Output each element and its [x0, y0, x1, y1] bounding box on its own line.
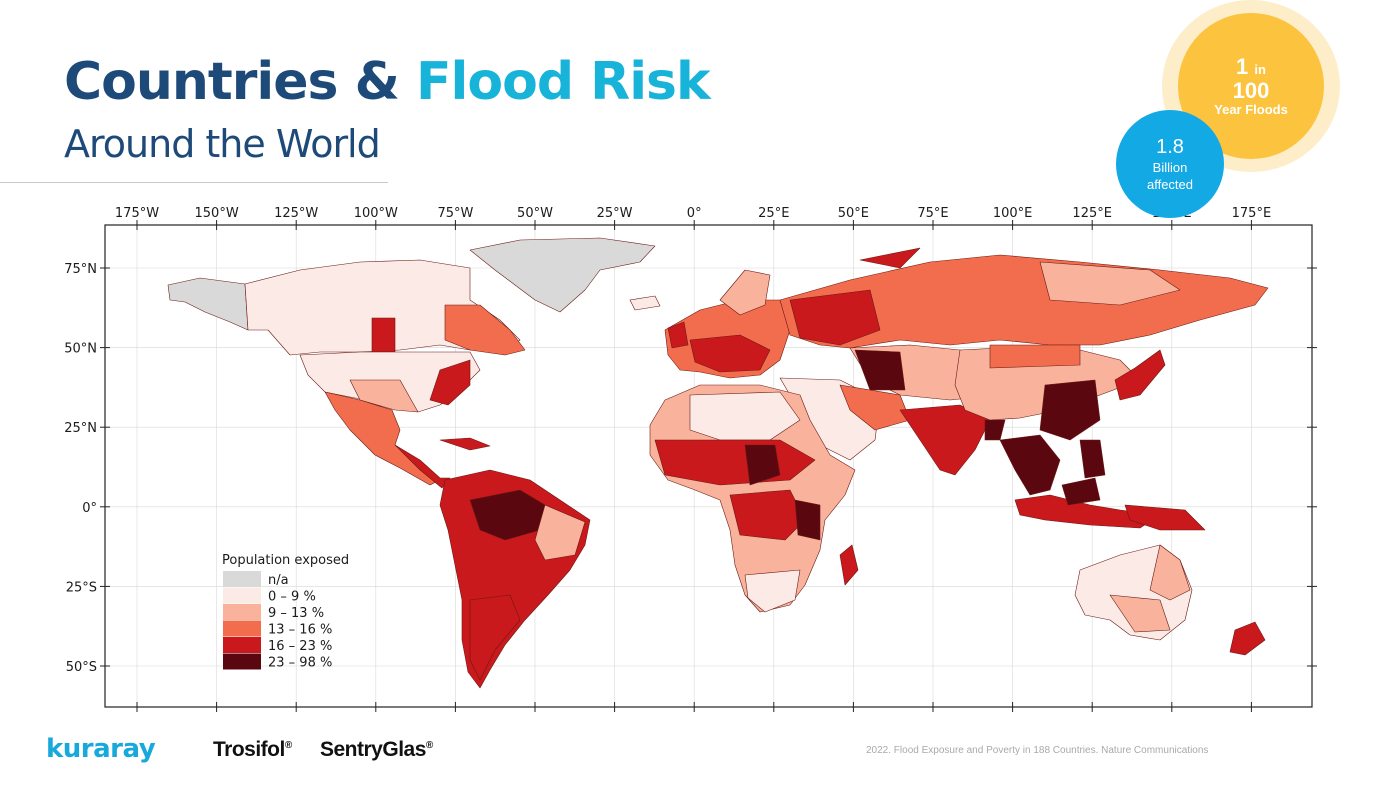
sentryglas-text: SentryGlas: [320, 738, 426, 761]
legend-label: 9 – 13 %: [268, 606, 324, 621]
floods-badge-label: Year Floods: [1214, 102, 1288, 118]
latitude-labels: 75°N 50°N 25°N 0° 25°S 50°S: [64, 262, 97, 675]
trosifol-logo: Trosifol®: [213, 738, 292, 762]
floods-badge-value: 1: [1236, 53, 1249, 79]
affected-badge-line1: Billion: [1152, 160, 1188, 176]
kuraray-logo: kuraray: [46, 734, 156, 764]
legend-label: 0 – 9 %: [268, 590, 316, 605]
lon-tick-label: 25°W: [597, 206, 633, 221]
sentryglas-reg: ®: [425, 740, 433, 751]
lon-tick-label: 175°W: [115, 206, 159, 221]
legend-label: 16 – 23 %: [268, 639, 332, 654]
mongolia: [989, 344, 1081, 369]
scandinavia: [719, 269, 771, 316]
legend-swatch: [223, 637, 261, 653]
lon-tick-label: 125°E: [1072, 206, 1112, 221]
affected-badge-value: 1.8: [1156, 136, 1184, 159]
europe-central: [689, 334, 771, 373]
legend-label: 23 – 98 %: [268, 656, 332, 671]
lon-tick-label: 50°E: [838, 206, 869, 221]
lon-tick-label: 100°W: [354, 206, 398, 221]
new-guinea: [1124, 504, 1206, 531]
sentryglas-logo: SentryGlas®: [320, 738, 433, 762]
lon-tick-label: 175°E: [1232, 206, 1272, 221]
legend-label: 13 – 16 %: [268, 623, 332, 638]
new-zealand: [1229, 621, 1266, 656]
alaska-region: [167, 277, 249, 331]
title-countries: Countries &: [64, 52, 400, 112]
brazil-east: [534, 504, 586, 561]
arctic-islands: [859, 247, 921, 269]
caribbean: [439, 437, 491, 451]
trosifol-text: Trosifol: [213, 738, 285, 761]
lon-tick-label: 75°E: [917, 206, 948, 221]
legend-swatch: [223, 587, 261, 604]
china-east: [1039, 379, 1101, 441]
canada-central: [371, 317, 396, 353]
iceland: [629, 295, 661, 311]
australia-east: [1149, 544, 1191, 601]
lat-tick-label: 75°N: [64, 262, 97, 277]
floods-badge-value2: 100: [1232, 77, 1270, 103]
lat-tick-label: 25°S: [66, 580, 97, 595]
southeast-asia: [999, 434, 1061, 496]
page-subtitle: Around the World: [64, 122, 381, 166]
lon-tick-label: 150°W: [195, 206, 239, 221]
central-africa: [729, 489, 806, 541]
legend-swatch: [223, 653, 261, 670]
floods-badge-in: in: [1254, 61, 1266, 77]
greenland-region: [469, 237, 656, 313]
map-legend: Population exposed n/a 0 – 9 %9 – 13 % 13 …: [222, 553, 349, 671]
siberia-north: [1039, 261, 1181, 306]
usa-south: [349, 379, 419, 413]
page-title: Countries & Flood Risk: [64, 52, 711, 112]
southern-cone: [469, 594, 521, 681]
madagascar: [839, 544, 859, 586]
lon-tick-label: 125°W: [274, 206, 318, 221]
east-africa: [794, 499, 821, 541]
source-citation: 2022. Flood Exposure and Poverty in 188 …: [866, 745, 1209, 756]
canada-east: [444, 304, 526, 356]
legend-swatch: [223, 620, 261, 637]
title-divider: [0, 182, 388, 183]
land-masses: [167, 237, 1269, 689]
title-flood-risk: Flood Risk: [416, 52, 711, 112]
philippines: [1079, 439, 1106, 479]
floods-badge-line1: 1 in: [1236, 53, 1266, 79]
affected-badge-line2: affected: [1146, 176, 1194, 192]
iran-region: [839, 384, 911, 431]
central-america: [394, 444, 451, 489]
longitude-labels: 175°W 150°W 125°W 100°W 75°W 50°W 25°W 0° 25°E 50…: [115, 206, 1271, 221]
legend-swatch: [223, 571, 261, 587]
lon-tick-label: 50°W: [517, 206, 553, 221]
borneo: [1061, 477, 1101, 506]
lon-tick-label: 25°E: [758, 206, 789, 221]
lon-tick-label: 75°W: [437, 206, 473, 221]
southern-africa: [744, 569, 801, 613]
legend-swatch: [223, 604, 261, 620]
australia-southeast: [1109, 594, 1171, 633]
russia-west: [789, 289, 881, 346]
lon-tick-label: 0°: [687, 206, 702, 221]
lat-tick-label: 50°S: [66, 660, 97, 675]
korea-japan: [1114, 349, 1166, 401]
legend-label: n/a: [268, 573, 289, 588]
usa-east: [429, 359, 471, 406]
lat-tick-label: 25°N: [64, 421, 97, 436]
trosifol-reg: ®: [284, 740, 292, 751]
lat-tick-label: 50°N: [64, 342, 97, 357]
affected-badge: 1.8 Billion affected: [1116, 110, 1224, 218]
lat-tick-label: 0°: [82, 501, 97, 516]
legend-title: Population exposed: [222, 553, 349, 568]
nile-region: [744, 444, 781, 486]
uk-ireland: [667, 321, 689, 349]
caspian-region: [854, 349, 906, 391]
lon-tick-label: 100°E: [993, 206, 1033, 221]
